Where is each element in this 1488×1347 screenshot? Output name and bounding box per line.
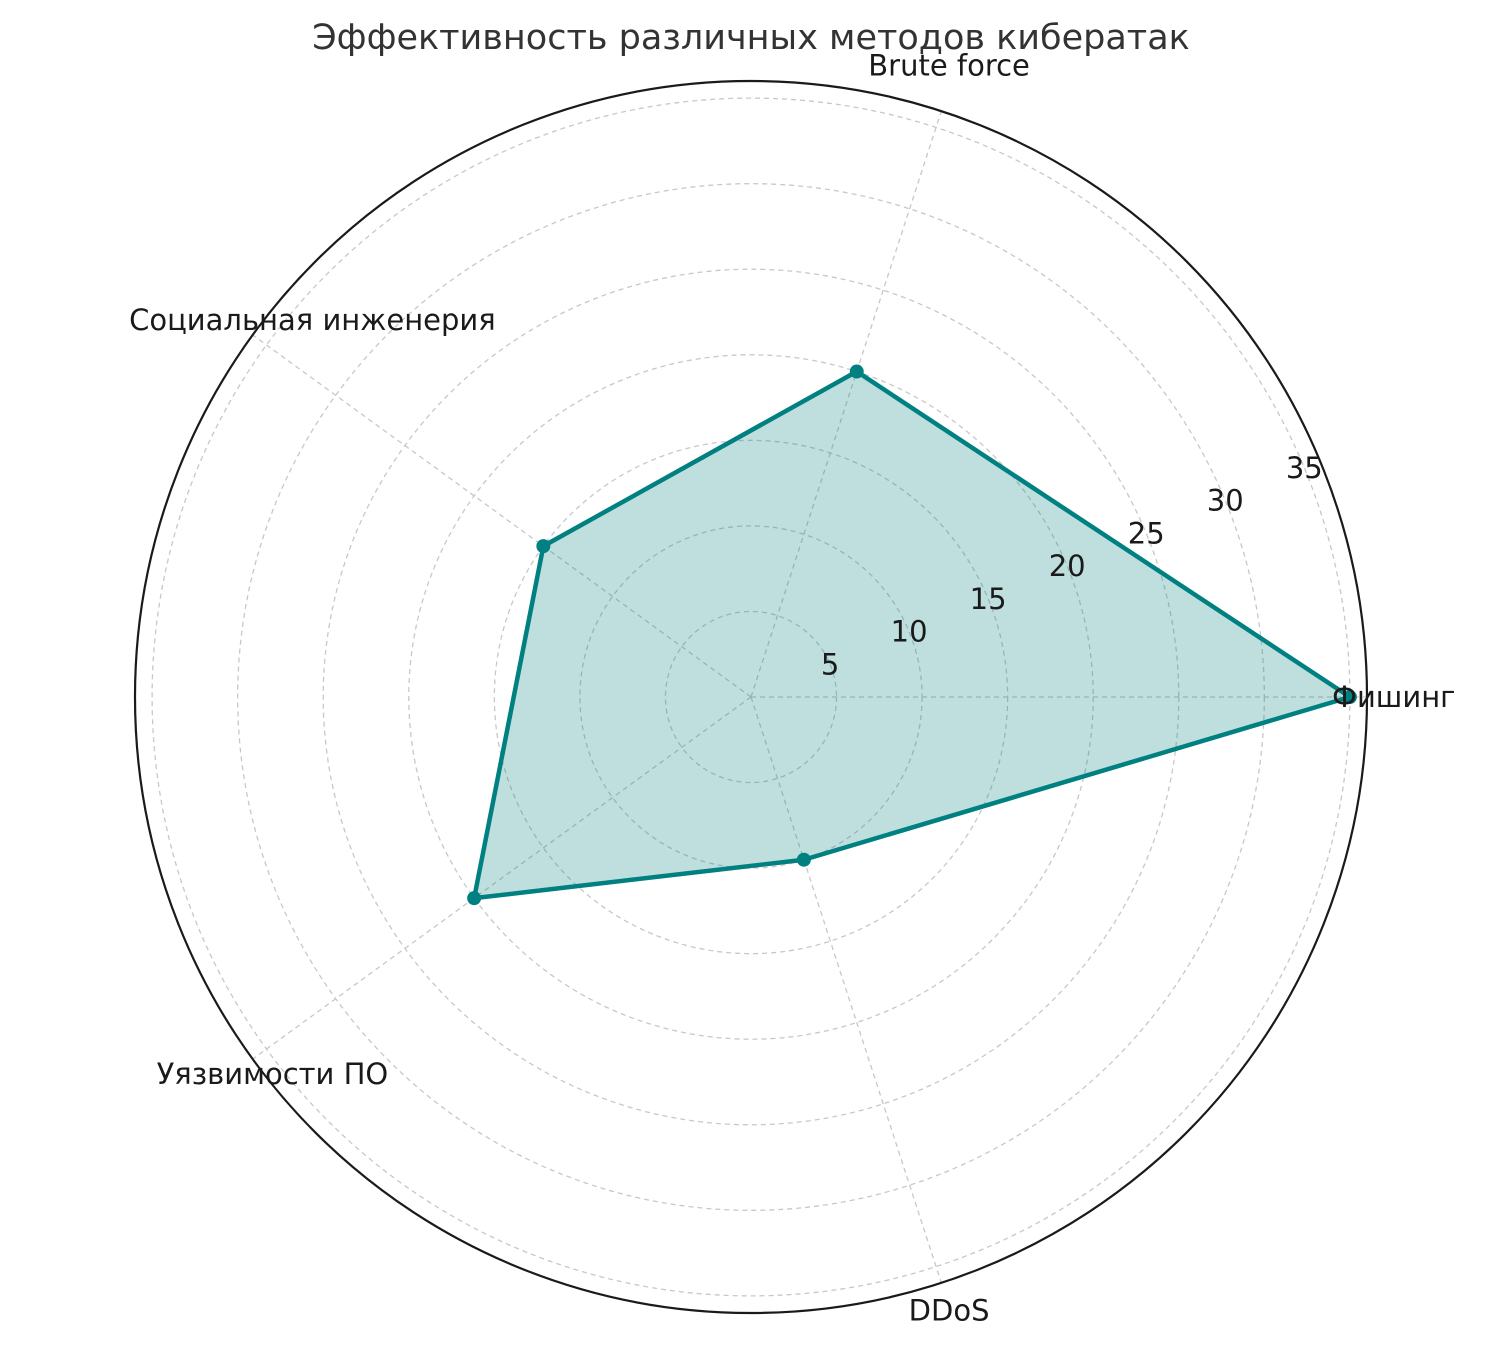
series-line (471, 369, 1353, 901)
series (467, 364, 1357, 906)
category-label: DDoS (909, 1294, 990, 1328)
r-tick-label: 25 (1128, 516, 1165, 550)
category-label: Социальная инженерия (129, 303, 496, 337)
grid-spoke (252, 696, 752, 1060)
r-tick-label: 10 (891, 615, 928, 649)
data-point (1342, 690, 1357, 704)
data-point (796, 852, 811, 867)
series-fill (474, 371, 1350, 899)
category-label: Фишинг (1332, 680, 1455, 714)
grid-spoke (750, 110, 942, 698)
grid-spoke (252, 334, 752, 698)
labels: 5 10 15 20 25 30 35 Фишинг Brute force Социальная… (129, 48, 1455, 1327)
grid (133, 79, 1369, 1315)
category-label: Brute force (868, 48, 1030, 82)
grid-spoke (750, 696, 942, 1284)
outer-circle (133, 79, 1369, 1315)
r-tick-label: 35 (1286, 451, 1323, 485)
category-label: Уязвимости ПО (157, 1057, 389, 1091)
r-tick-label: 20 (1049, 549, 1086, 583)
data-point (536, 539, 551, 554)
r-tick-label: 15 (970, 582, 1007, 616)
r-tick-label: 5 (821, 647, 839, 681)
r-tick-label: 30 (1207, 484, 1244, 518)
chart-title: Эффективность различных методов киберата… (312, 18, 1190, 58)
data-point (467, 891, 482, 906)
data-point (849, 364, 864, 379)
